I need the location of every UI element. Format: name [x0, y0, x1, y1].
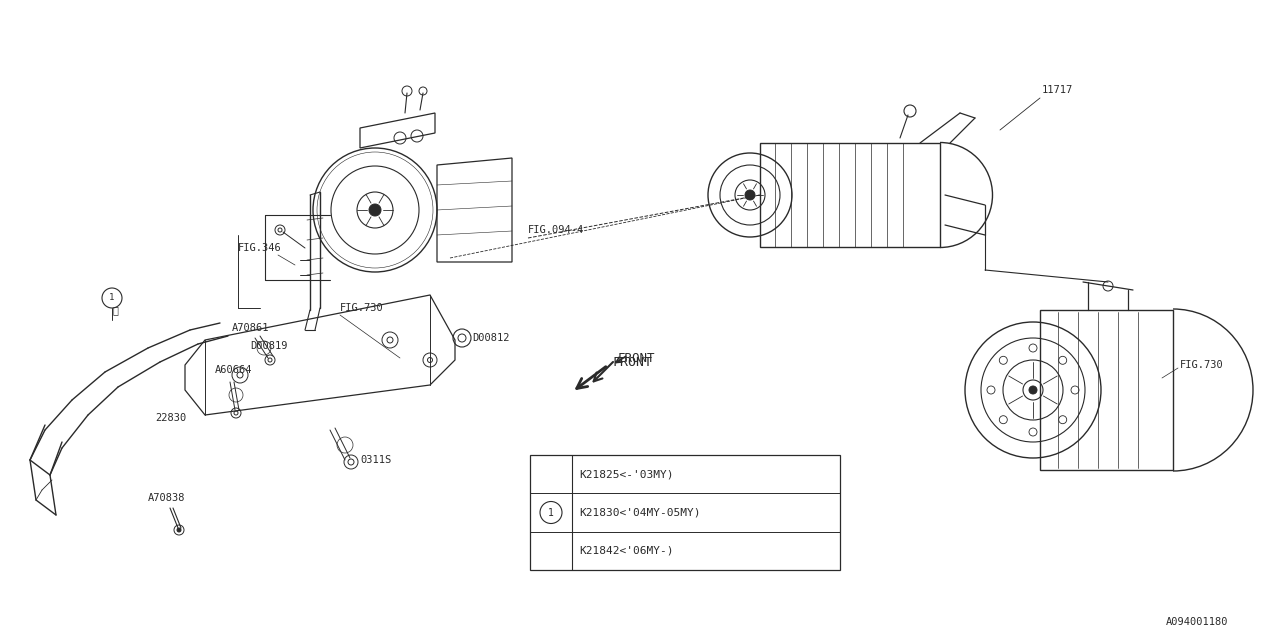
Text: FIG.730: FIG.730	[1180, 360, 1224, 370]
Text: 22830: 22830	[155, 413, 187, 423]
Text: FRONT: FRONT	[612, 356, 652, 369]
Text: FIG.346: FIG.346	[238, 243, 282, 253]
Text: K21825<-'03MY): K21825<-'03MY)	[579, 469, 673, 479]
Bar	[530, 455, 840, 570]
Text: 0311S: 0311S	[360, 455, 392, 465]
Text: 11717: 11717	[1042, 85, 1073, 95]
Text: K21842<'06MY-): K21842<'06MY-)	[579, 546, 673, 556]
Circle shape	[745, 190, 755, 200]
Text: A60664: A60664	[215, 365, 252, 375]
Text: D00819: D00819	[250, 341, 288, 351]
Text: A70838: A70838	[148, 493, 186, 503]
Text: K21830<'04MY-05MY): K21830<'04MY-05MY)	[579, 508, 700, 518]
Text: 1: 1	[109, 294, 115, 303]
Circle shape	[1029, 386, 1037, 394]
Text: FRONT: FRONT	[618, 351, 655, 365]
Text: 1: 1	[548, 508, 554, 518]
Text: D00812: D00812	[472, 333, 509, 343]
Circle shape	[177, 528, 180, 532]
Circle shape	[369, 204, 381, 216]
Text: ①: ①	[113, 305, 118, 315]
Text: A094001180: A094001180	[1166, 617, 1228, 627]
Text: A70861: A70861	[232, 323, 270, 333]
Text: FIG.094-4: FIG.094-4	[529, 225, 584, 235]
Text: FIG.730: FIG.730	[340, 303, 384, 313]
